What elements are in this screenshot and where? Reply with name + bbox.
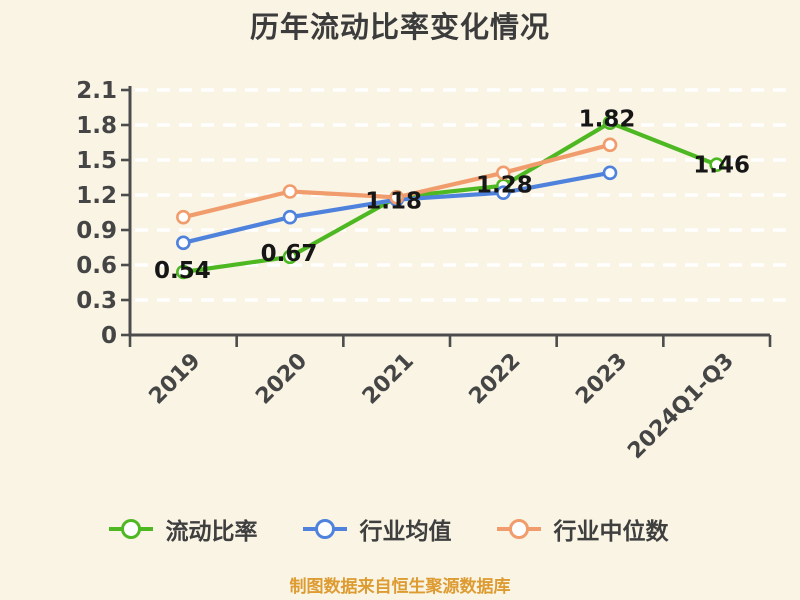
line-marker-icon <box>302 519 347 539</box>
y-axis-label: 0 <box>101 323 117 349</box>
data-point-label: 1.82 <box>579 107 636 133</box>
data-point-label: 0.54 <box>154 258 211 284</box>
data-point <box>709 157 724 172</box>
y-axis-label: 2.1 <box>76 78 117 104</box>
line-marker-icon <box>496 519 541 539</box>
legend-item-liudongbilv[interactable]: 流动比率 <box>108 512 258 546</box>
y-axis-label: 0.6 <box>76 253 117 279</box>
data-point <box>176 209 191 225</box>
data-point <box>176 235 191 251</box>
x-axis-label: 2021 <box>358 349 419 410</box>
legend-item-hangyezhongweishu[interactable]: 行业中位数 <box>496 512 669 546</box>
data-point <box>602 137 618 153</box>
y-axis-label: 0.3 <box>76 288 117 314</box>
data-point <box>389 190 404 205</box>
legend-label: 流动比率 <box>165 519 258 545</box>
data-point <box>496 185 511 200</box>
data-point <box>282 249 298 265</box>
x-axis-label: 2020 <box>251 349 312 410</box>
data-source-note: 制图数据来自恒生聚源数据库 <box>289 577 511 597</box>
data-point-label: 1.46 <box>693 153 750 179</box>
data-point <box>602 115 618 130</box>
data-point <box>176 264 191 280</box>
legend-label: 行业均值 <box>359 519 452 545</box>
data-point <box>282 184 298 199</box>
x-axis-label: 2019 <box>145 349 206 410</box>
data-point <box>282 209 298 225</box>
y-axis-label: 1.5 <box>76 148 117 174</box>
legend-item-hangyejunzhi[interactable]: 行业均值 <box>302 512 452 546</box>
legend: 流动比率 行业均值 行业中位数 <box>0 512 788 546</box>
x-axis-label: 2023 <box>571 349 632 410</box>
y-axis-label: 1.8 <box>76 113 117 139</box>
data-point <box>496 165 511 181</box>
line-marker-icon <box>108 519 153 539</box>
line-chart-plot: 0 0.3 0.6 0.9 1.2 1.5 1.8 2.1 2019 2020 2021 2022 20… <box>76 78 789 465</box>
series-line-流动比率 <box>181 120 719 275</box>
x-axis-label: 2022 <box>465 349 526 410</box>
data-point-label: 0.67 <box>261 241 318 267</box>
data-point <box>602 165 618 181</box>
y-axis-label: 1.2 <box>76 183 117 209</box>
legend-label: 行业中位数 <box>553 519 669 545</box>
x-axis-label: 2024Q1-Q3 <box>623 349 739 465</box>
y-axis-label: 0.9 <box>76 218 117 244</box>
chart-title: 历年流动比率变化情况 <box>249 10 550 44</box>
data-point-label: 1.28 <box>476 173 533 199</box>
data-point-label: 1.18 <box>365 188 422 214</box>
